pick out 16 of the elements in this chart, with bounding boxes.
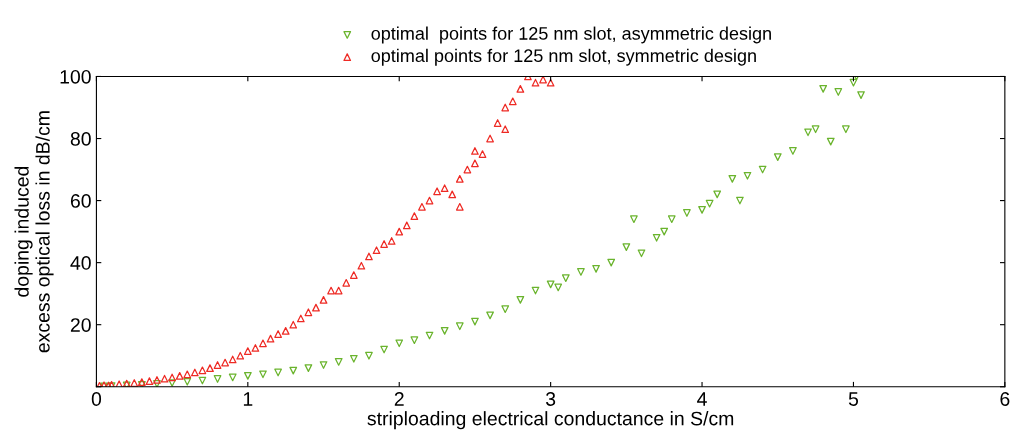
y-tick-label: 20 xyxy=(70,318,91,332)
x-axis-title: striploading electrical conductance in S/cm xyxy=(367,411,734,430)
x-tick-label: 2 xyxy=(394,392,404,406)
legend-label: optimal points for 125 nm slot, symmetric design xyxy=(371,48,756,66)
x-tick-label: 5 xyxy=(848,392,859,406)
legend-label: optimal points for 125 nm slot, asymmetric design xyxy=(371,26,771,44)
y-tick-label: 80 xyxy=(70,132,91,146)
y-tick-label: 100 xyxy=(60,69,91,84)
x-tick-label: 3 xyxy=(545,392,556,406)
x-tick-label: 6 xyxy=(1000,392,1010,406)
y-tick-label: 40 xyxy=(70,256,91,270)
y-axis-title: doping induced excess optical loss in dB/cm xyxy=(14,111,54,353)
x-tick-label: 1 xyxy=(243,392,253,406)
y-tick-label: 60 xyxy=(70,194,91,208)
x-tick-label: 4 xyxy=(697,392,707,406)
x-tick-label: 0 xyxy=(91,392,102,406)
